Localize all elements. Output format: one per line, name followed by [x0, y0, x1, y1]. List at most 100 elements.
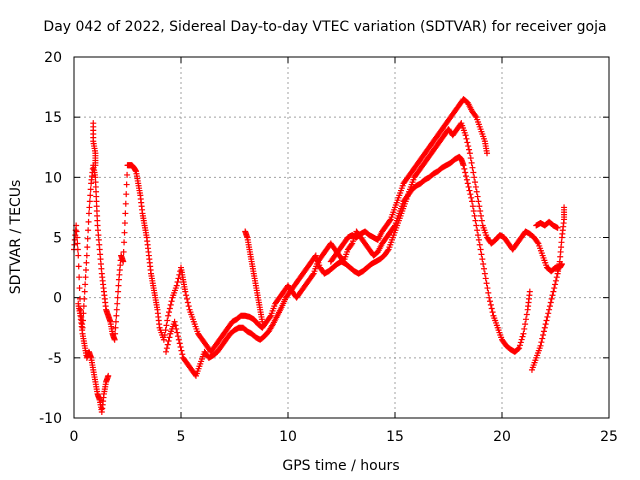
data-point [386, 217, 393, 224]
data-point [183, 292, 190, 299]
data-point [540, 328, 547, 335]
data-point [177, 344, 184, 351]
data-point [473, 222, 480, 229]
data-point [122, 210, 129, 217]
data-point [105, 372, 112, 379]
data-point [165, 312, 172, 319]
data-point [486, 294, 493, 301]
data-point [465, 183, 472, 190]
data-point [80, 303, 87, 310]
data-point [462, 132, 469, 139]
grid-lines [74, 57, 609, 418]
y-tick-label: 10 [44, 170, 62, 186]
data-point [545, 310, 552, 317]
data-point [166, 305, 173, 312]
data-point [167, 301, 174, 308]
data-point [554, 224, 561, 231]
data-point [546, 306, 553, 313]
data-point [466, 146, 473, 153]
data-point [86, 198, 93, 205]
data-point [163, 345, 170, 352]
data-point [115, 288, 122, 295]
data-point [553, 274, 560, 281]
data-point [85, 218, 92, 225]
data-point [471, 174, 478, 181]
data-point [467, 191, 474, 198]
data-point [474, 227, 481, 234]
data-point [85, 227, 92, 234]
data-point [461, 165, 468, 172]
data-point [162, 327, 169, 334]
data-point [122, 200, 129, 207]
data-point [114, 294, 121, 301]
data-point [470, 169, 477, 176]
data-point [469, 198, 476, 205]
data-point [522, 316, 529, 323]
data-point [519, 333, 526, 340]
data-point [542, 321, 549, 328]
data-point [488, 305, 495, 312]
data-point [173, 282, 180, 289]
data-point [183, 295, 190, 302]
y-tick-label: 5 [53, 231, 62, 247]
data-point [481, 270, 488, 277]
data-point [538, 339, 545, 346]
x-tick-label: 10 [279, 429, 297, 445]
data-point [75, 252, 82, 259]
data-point [463, 135, 470, 142]
data-point [476, 203, 483, 210]
data-point [120, 248, 127, 255]
data-point [82, 266, 89, 273]
series-track-c [90, 96, 568, 373]
data-point [164, 341, 171, 348]
data-point [75, 263, 82, 270]
data-point [472, 179, 479, 186]
data-point [552, 277, 559, 284]
y-tick-label: -5 [48, 351, 62, 367]
data-point [113, 312, 120, 319]
data-point [551, 285, 558, 292]
data-point [165, 337, 172, 344]
data-point [487, 298, 494, 305]
data-point [348, 241, 355, 248]
data-point [76, 274, 83, 281]
data-point [185, 303, 192, 310]
data-point [182, 288, 189, 295]
data-point [541, 324, 548, 331]
data-point [86, 204, 93, 211]
x-axis-label: GPS time / hours [282, 458, 399, 474]
data-point [114, 300, 121, 307]
data-point [82, 281, 89, 288]
data-point [550, 288, 557, 295]
data-point [184, 299, 191, 306]
data-point [476, 241, 483, 248]
data-point [163, 322, 170, 329]
series-track-b [75, 120, 565, 415]
x-tick-label: 25 [600, 429, 618, 445]
data-point [87, 192, 94, 199]
data-point [483, 280, 490, 287]
data-point [163, 348, 170, 355]
data-point [178, 347, 185, 354]
data-point [267, 313, 274, 320]
data-point [472, 112, 479, 119]
data-point [111, 336, 118, 343]
data-point [175, 275, 182, 282]
data-point [517, 339, 524, 346]
data-point [487, 301, 494, 308]
data-point [121, 229, 128, 236]
data-point [484, 285, 491, 292]
plot-frame [73, 56, 610, 419]
data-point [74, 240, 81, 247]
data-point [309, 271, 316, 278]
data-point [113, 306, 120, 313]
data-point [112, 318, 119, 325]
data-point [166, 334, 173, 341]
data-point [120, 258, 127, 265]
data-point [474, 193, 481, 200]
series-track-a [71, 153, 533, 355]
data-point [471, 212, 478, 219]
chart-title: Day 042 of 2022, Sidereal Day-to-day VTE… [43, 19, 606, 35]
data-point [479, 256, 486, 263]
